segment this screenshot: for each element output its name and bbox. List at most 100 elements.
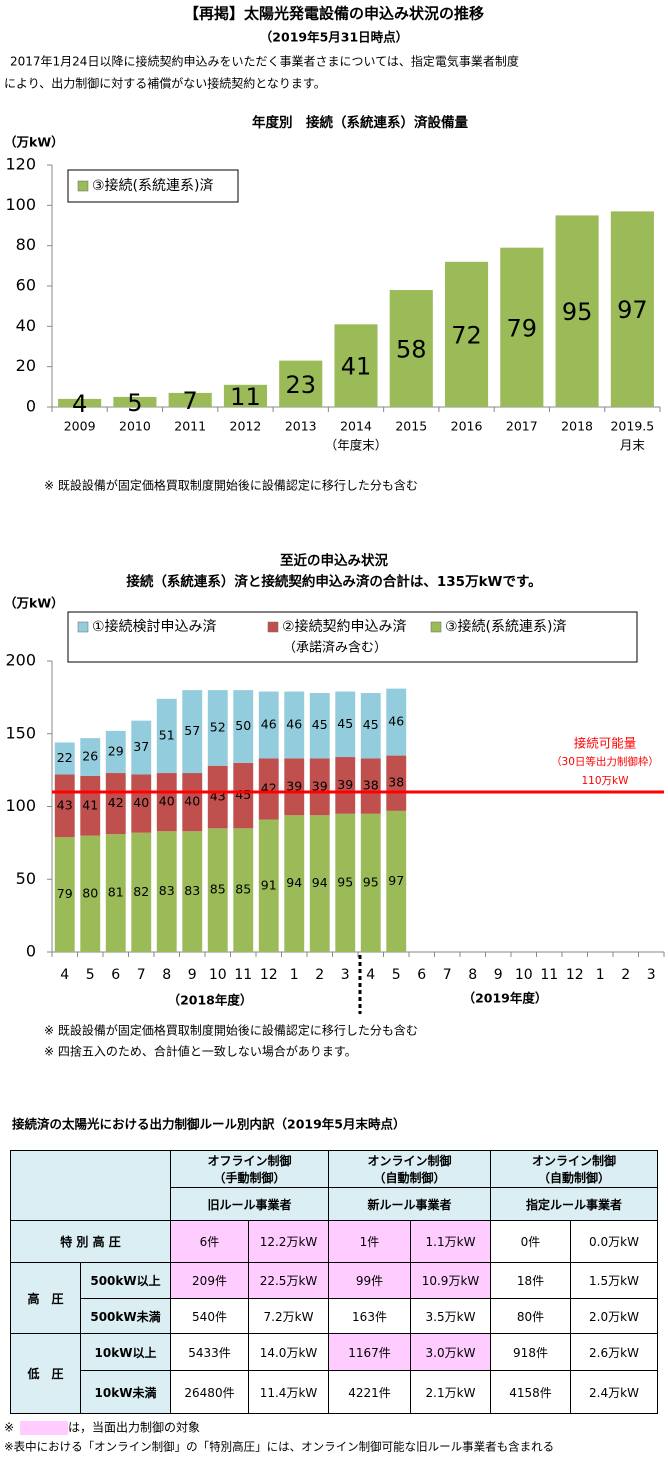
- value-label: 23: [285, 371, 316, 399]
- annotation: 月末: [620, 438, 646, 453]
- legend-label: ②接続契約申込み済: [282, 618, 407, 635]
- table-note: ※表中における「オンライン制御」の「特別高圧」には、オンライン制御可能な旧ルール…: [4, 1440, 554, 1454]
- bar: [258, 819, 279, 952]
- table-cell: 3.0万kW: [410, 1333, 491, 1371]
- x-tick-label: 2016: [451, 419, 483, 434]
- bar: [258, 758, 279, 820]
- group-mode: （自動制御）: [373, 1171, 446, 1185]
- table-cell: 7.2万kW: [248, 1298, 329, 1334]
- bar: [444, 261, 489, 407]
- y-axis-label: （万kW）: [4, 135, 64, 150]
- rule-header: 新ルール事業者: [328, 1187, 491, 1221]
- y-tick-label: 100: [5, 195, 36, 214]
- value-label: 57: [184, 723, 200, 738]
- bar: [58, 398, 102, 407]
- x-tick-label: 5: [86, 967, 95, 983]
- corner-cell: [10, 1150, 171, 1221]
- value-label: 94: [286, 875, 302, 890]
- legend-label: ①接続検討申込み済: [92, 618, 217, 635]
- row-label: 500kW以上: [80, 1262, 171, 1299]
- chart-note: ※ 既設設備が固定価格買取制度開始後に設備認定に移行した分も含む: [44, 478, 418, 493]
- value-label: 82: [133, 884, 149, 899]
- data-row: 500kW未満 540件 7.2万kW 163件 3.5万kW 80件 2.0万kW: [11, 1298, 658, 1334]
- table-cell: 209件: [170, 1262, 249, 1299]
- bar: [131, 774, 152, 833]
- x-tick-label: 11: [540, 967, 558, 983]
- legend-swatch: [77, 621, 89, 633]
- x-tick-label: 2018: [561, 419, 593, 434]
- value-label: 39: [286, 778, 302, 793]
- bar: [610, 211, 654, 407]
- reference-label: 110万kW: [581, 775, 629, 787]
- group-header: オンライン制御 （自動制御）: [490, 1150, 658, 1188]
- bar: [131, 720, 152, 775]
- value-label: 42: [108, 795, 124, 810]
- value-label: 72: [451, 321, 482, 349]
- legend-box: [67, 169, 239, 203]
- value-label: 39: [312, 778, 328, 793]
- x-tick-label: 3: [341, 967, 350, 983]
- y-axis-label: （万kW）: [4, 596, 64, 611]
- bar: [105, 730, 126, 774]
- legend-swatch: [430, 621, 442, 633]
- value-label: 51: [159, 727, 175, 742]
- chart-subtitle: 接続（系統連系）済と接続契約申込み済の合計は、135万kWです。: [126, 573, 541, 590]
- table-cell: 2.1万kW: [410, 1370, 491, 1414]
- bar: [284, 815, 305, 952]
- x-tick-label: 2012: [230, 419, 262, 434]
- data-row: 特 別 高 圧 6件 12.2万kW 1件 1.1万kW 0件 0.0万kW: [10, 1220, 658, 1263]
- legend-swatch: [77, 180, 89, 192]
- value-label: 95: [363, 874, 379, 889]
- x-tick-label: 7: [443, 967, 452, 983]
- bar: [182, 690, 203, 774]
- bar: [386, 810, 407, 952]
- value-label: 80: [82, 885, 98, 900]
- group-mode: （自動制御）: [537, 1171, 610, 1185]
- data-row: 高 圧 500kW以上 209件 22.5万kW 99件 10.9万kW 18件 1.5万kW: [10, 1262, 658, 1334]
- note-prefix: ※: [4, 1421, 14, 1435]
- bar: [360, 813, 381, 952]
- value-label: 79: [57, 886, 73, 901]
- table-cell: 3.5万kW: [410, 1298, 491, 1334]
- bar: [156, 831, 177, 952]
- group-header: オフライン制御 （手動制御）: [170, 1150, 329, 1188]
- value-label: 38: [363, 778, 379, 793]
- value-label: 40: [159, 794, 175, 809]
- table-cell: 4158件: [490, 1370, 571, 1414]
- y-tick-label: 80: [16, 235, 36, 254]
- chart-note: ※ 既設設備が固定価格買取制度開始後に設備認定に移行した分も含む: [44, 1023, 418, 1038]
- row-label: 特 別 高 圧: [10, 1220, 171, 1263]
- value-label: 83: [184, 883, 200, 898]
- value-label: 81: [108, 885, 124, 900]
- x-tick-label: 2: [621, 967, 630, 983]
- x-tick-label: 12: [260, 967, 278, 983]
- bar: [113, 396, 157, 407]
- value-label: 50: [235, 718, 251, 733]
- bar: [279, 360, 323, 407]
- rule-header: 指定ルール事業者: [490, 1187, 658, 1221]
- y-tick-label: 0: [26, 942, 36, 961]
- bar: [207, 828, 228, 952]
- y-tick-label: 60: [16, 276, 36, 295]
- table-cell: 918件: [490, 1333, 571, 1371]
- page-title: 【再掲】太陽光発電設備の申込み状況の推移: [184, 5, 484, 23]
- bar: [182, 831, 203, 952]
- row-label: 10kW以上: [80, 1333, 171, 1371]
- value-label: 43: [57, 797, 73, 812]
- row-group: 低 圧: [10, 1333, 81, 1414]
- table-cell: 2.4万kW: [570, 1370, 658, 1414]
- table-cell: 5433件: [170, 1333, 249, 1371]
- value-label: 45: [363, 717, 379, 732]
- x-tick-label: 2017: [506, 419, 538, 434]
- x-tick-label: 4: [60, 967, 69, 983]
- bar: [500, 247, 544, 407]
- group-name: オンライン制御: [531, 1154, 616, 1168]
- bar: [80, 738, 101, 776]
- table-cell: 1.5万kW: [570, 1262, 658, 1299]
- table-cell: 6件: [170, 1220, 249, 1263]
- bar: [258, 691, 279, 759]
- x-tick-label: 5: [392, 967, 401, 983]
- x-tick-label: 9: [494, 967, 503, 983]
- x-tick-label: 10: [209, 967, 227, 983]
